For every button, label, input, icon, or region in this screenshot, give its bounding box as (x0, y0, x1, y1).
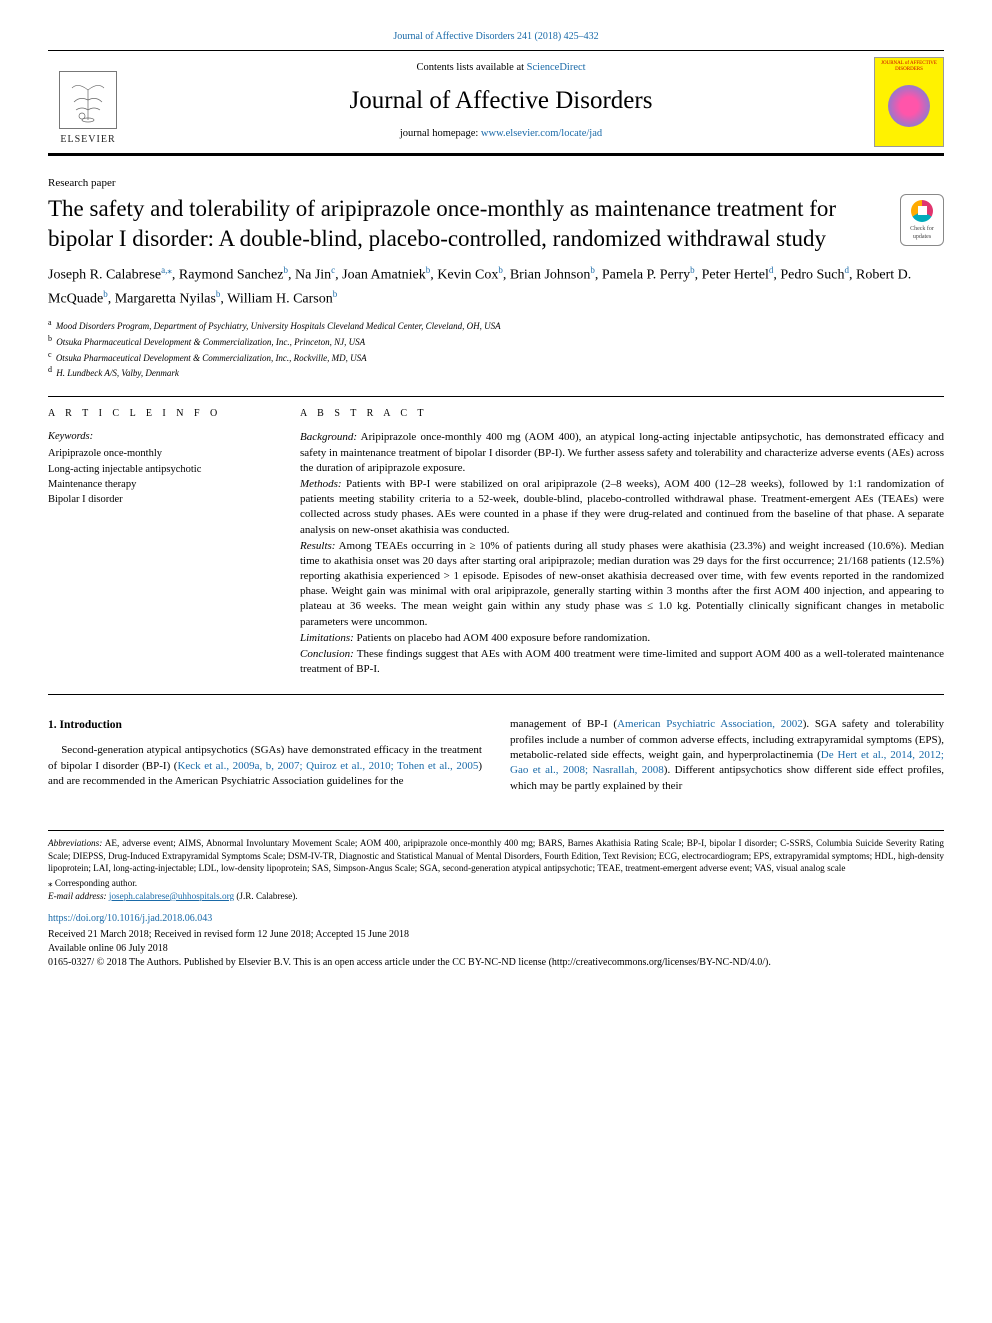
affiliation: b Otsuka Pharmaceutical Development & Co… (48, 333, 944, 349)
publisher-logo[interactable]: ELSEVIER (48, 57, 128, 147)
journal-homepage: journal homepage: www.elsevier.com/locat… (128, 127, 874, 141)
journal-cover-thumb[interactable]: JOURNAL of AFFECTIVE DISORDERS (874, 57, 944, 147)
email-line: E-mail address: joseph.calabrese@uhhospi… (48, 890, 944, 902)
updates-label: Check for updates (901, 225, 943, 241)
keyword: Long-acting injectable antipsychotic (48, 462, 272, 477)
intro-para-1: Second-generation atypical antipsychotic… (48, 743, 482, 789)
divider (48, 396, 944, 397)
corresponding-author: ⁎ Corresponding author. (48, 877, 944, 889)
email-link[interactable]: joseph.calabrese@uhhospitals.org (109, 891, 234, 901)
updates-icon (911, 200, 933, 222)
abstract-heading: A B S T R A C T (300, 407, 944, 421)
keywords-label: Keywords: (48, 430, 272, 444)
ref-link[interactable]: American Psychiatric Association, 2002 (617, 718, 803, 730)
keyword: Maintenance therapy (48, 477, 272, 492)
homepage-prefix: journal homepage: (400, 128, 481, 139)
ref-link[interactable]: Keck et al., 2009a, b, 2007; Quiroz et a… (177, 760, 478, 772)
keyword: Bipolar I disorder (48, 492, 272, 507)
divider (48, 694, 944, 695)
abstract-section: Methods: Patients with BP-I were stabili… (300, 477, 944, 538)
contents-prefix: Contents lists available at (416, 62, 526, 73)
abstract-section: Limitations: Patients on placebo had AOM… (300, 631, 944, 646)
intro-col-left: 1. Introduction Second-generation atypic… (48, 717, 482, 794)
contents-line: Contents lists available at ScienceDirec… (128, 61, 874, 75)
publisher-name: ELSEVIER (60, 133, 115, 147)
history: Received 21 March 2018; Received in revi… (48, 928, 944, 970)
abbreviations: Abbreviations: AE, adverse event; AIMS, … (48, 837, 944, 874)
article-info: A R T I C L E I N F O Keywords: Aripipra… (48, 407, 272, 679)
elsevier-tree-icon (59, 71, 117, 129)
check-updates-badge[interactable]: Check for updates (900, 194, 944, 246)
email-after: (J.R. Calabrese). (234, 891, 298, 901)
footnotes-rule: Abbreviations: AE, adverse event; AIMS, … (48, 830, 944, 902)
affiliation: a Mood Disorders Program, Department of … (48, 317, 944, 333)
affiliations: a Mood Disorders Program, Department of … (48, 317, 944, 379)
abstract-section: Results: Among TEAEs occurring in ≥ 10% … (300, 539, 944, 630)
article-type: Research paper (48, 176, 944, 191)
homepage-link[interactable]: www.elsevier.com/locate/jad (481, 128, 602, 139)
author-list: Joseph R. Calabresea,⁎, Raymond Sanchezb… (48, 263, 944, 311)
history-received: Received 21 March 2018; Received in revi… (48, 928, 944, 942)
history-online: Available online 06 July 2018 (48, 942, 944, 956)
info-heading: A R T I C L E I N F O (48, 407, 272, 421)
keywords-list: Aripiprazole once-monthlyLong-acting inj… (48, 446, 272, 507)
affiliation: d H. Lundbeck A/S, Valby, Denmark (48, 364, 944, 380)
intro-para-2: management of BP-I (American Psychiatric… (510, 717, 944, 794)
email-label: E-mail address: (48, 891, 109, 901)
abstract-section: Background: Aripiprazole once-monthly 40… (300, 430, 944, 476)
abbr-label: Abbreviations: (48, 838, 102, 848)
masthead: ELSEVIER Contents lists available at Sci… (48, 50, 944, 156)
affiliation: c Otsuka Pharmaceutical Development & Co… (48, 349, 944, 365)
cover-art-icon (888, 85, 930, 127)
intro-heading: 1. Introduction (48, 717, 482, 733)
paper-title: The safety and tolerability of aripipraz… (48, 194, 838, 253)
copyright: 0165-0327/ © 2018 The Authors. Published… (48, 956, 944, 970)
intro-col-right: management of BP-I (American Psychiatric… (510, 717, 944, 794)
abbr-text: AE, adverse event; AIMS, Abnormal Involu… (48, 838, 944, 873)
cover-title: JOURNAL of AFFECTIVE DISORDERS (878, 61, 940, 75)
journal-citation: Journal of Affective Disorders 241 (2018… (48, 30, 944, 44)
abstract-section: Conclusion: These findings suggest that … (300, 647, 944, 677)
sciencedirect-link[interactable]: ScienceDirect (527, 62, 586, 73)
keyword: Aripiprazole once-monthly (48, 446, 272, 461)
abstract: A B S T R A C T Background: Aripiprazole… (300, 407, 944, 679)
doi-link[interactable]: https://doi.org/10.1016/j.jad.2018.06.04… (48, 912, 944, 926)
journal-title: Journal of Affective Disorders (128, 84, 874, 118)
